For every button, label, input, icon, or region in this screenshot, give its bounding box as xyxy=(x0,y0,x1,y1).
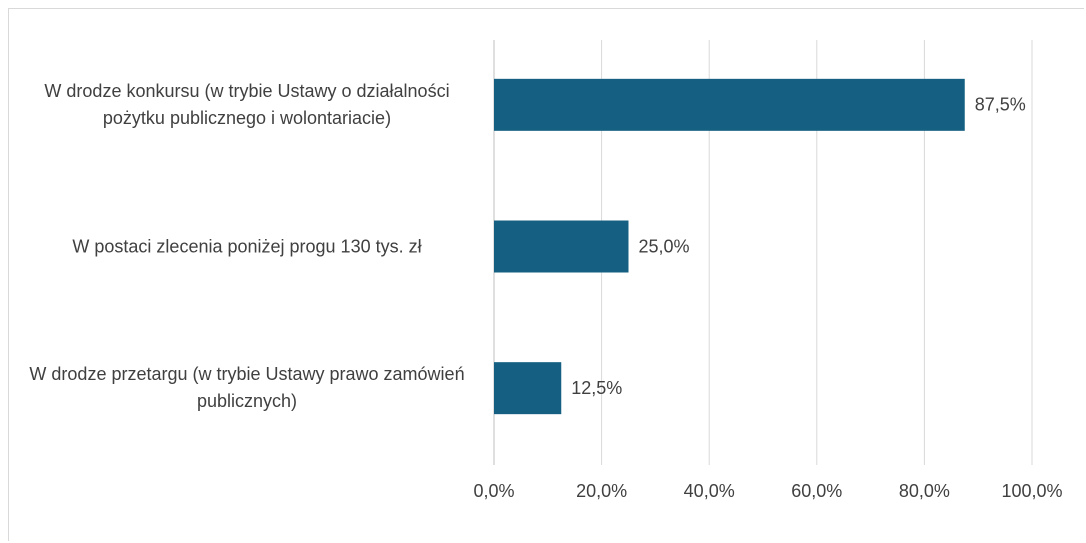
bar xyxy=(494,362,562,415)
y-tick-label: W drodze konkursu (w trybie Ustawy o dzi… xyxy=(44,80,450,128)
y-tick-label: W postaci zlecenia poniżej progu 130 tys… xyxy=(72,236,422,256)
x-tick-label: 40,0% xyxy=(684,481,735,501)
chart-frame xyxy=(8,8,1084,541)
data-label: 87,5% xyxy=(975,95,1026,115)
bar xyxy=(494,78,965,131)
x-tick-label: 20,0% xyxy=(576,481,627,501)
x-tick-label: 100,0% xyxy=(1001,481,1062,501)
x-tick-label: 0,0% xyxy=(473,481,514,501)
x-tick-label: 80,0% xyxy=(899,481,950,501)
x-tick-label: 60,0% xyxy=(791,481,842,501)
y-tick-label: W drodze przetargu (w trybie Ustawy praw… xyxy=(29,364,465,412)
data-label: 25,0% xyxy=(639,236,690,256)
data-label: 12,5% xyxy=(571,378,622,398)
bar xyxy=(494,220,629,273)
